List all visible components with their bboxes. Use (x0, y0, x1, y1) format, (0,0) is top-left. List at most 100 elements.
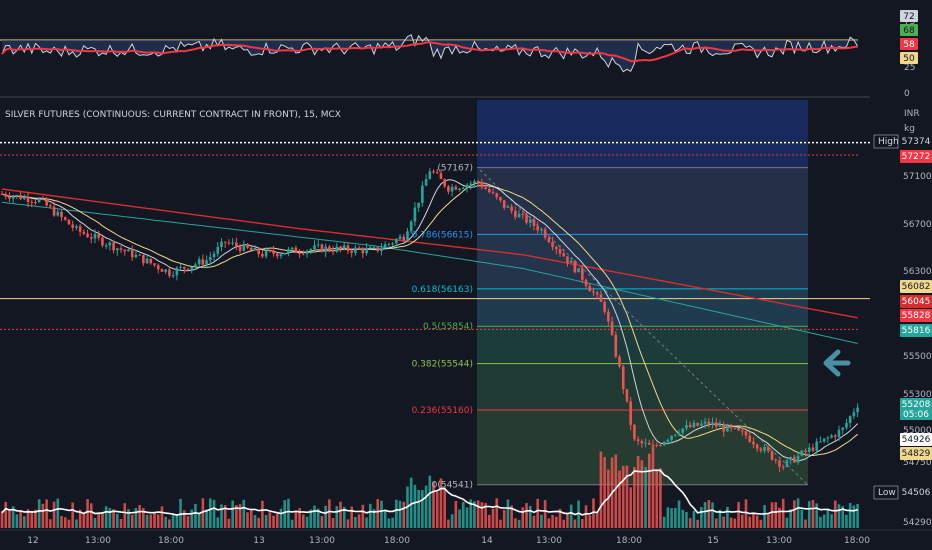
volume-bar (752, 513, 755, 528)
volume-bar (242, 499, 246, 528)
rsi-badge (900, 38, 918, 50)
price-badge-text: 55208 (902, 400, 931, 410)
volume-bar (67, 519, 71, 528)
candle-body (8, 196, 11, 199)
candle-body (383, 244, 387, 249)
volume-bar (86, 499, 89, 528)
volume-bar (387, 518, 391, 528)
volume-bar (160, 506, 164, 528)
volume-bar (677, 500, 681, 528)
volume-bar (845, 514, 848, 528)
price-badge (900, 447, 932, 460)
volume-bar (692, 510, 696, 528)
volume-bar (830, 514, 833, 528)
volume-bar (197, 513, 201, 528)
volume-bar (164, 516, 167, 528)
volume-bar (640, 460, 644, 528)
candle-body (439, 173, 443, 180)
volume-bar (625, 465, 629, 528)
time-axis[interactable]: 12 13:00 18:00 13 13:00 18:00 14 13:00 18:00 15 13… (0, 529, 932, 550)
candle-body (75, 226, 78, 228)
volume-bar (313, 505, 316, 528)
fib-band-top (477, 100, 808, 168)
volume-bar (848, 502, 852, 528)
volume-bar (599, 451, 603, 528)
volume-bar (584, 505, 588, 528)
volume-bar (495, 498, 499, 528)
candle-body (599, 294, 603, 303)
volume-bar (759, 519, 763, 528)
candle-body (647, 442, 651, 445)
volume-bar (685, 511, 688, 528)
candle-body (774, 459, 778, 461)
candle-body (484, 187, 487, 190)
volume-bar (488, 514, 491, 528)
price-tick: 55300 (903, 390, 932, 400)
volume-bar (156, 514, 160, 528)
volume-bar (647, 453, 651, 528)
price-badge (900, 486, 932, 499)
candle-body (264, 250, 268, 257)
candle-body (733, 428, 737, 430)
volume-ma-line (1, 469, 858, 516)
volume-bar (305, 516, 309, 528)
volume-bar (30, 510, 34, 528)
volume-bar (142, 508, 145, 528)
volume-bar (465, 507, 469, 528)
volume-bar (811, 499, 815, 528)
volume-bar (510, 505, 513, 528)
candle-body (316, 244, 320, 246)
price-badge (900, 135, 932, 148)
candle-body (60, 211, 63, 218)
candle-body (688, 424, 692, 428)
candle-body (744, 431, 748, 436)
candle-body (238, 246, 242, 251)
candle-body (19, 194, 22, 200)
rsi-panel[interactable] (0, 34, 859, 73)
candle-body (729, 425, 733, 429)
rsi-axis-label: 0 (904, 89, 910, 99)
price-badge-text: 54926 (902, 435, 931, 445)
volume-bar (383, 510, 387, 528)
candle-body (357, 247, 361, 250)
candle-body (547, 237, 551, 243)
volume-bar (767, 513, 770, 528)
candle-body (502, 200, 506, 208)
volume-bar (655, 469, 659, 528)
candle-body (755, 444, 759, 449)
candle-body (595, 292, 599, 295)
candle-body (856, 407, 859, 413)
price-tick: 55000 (903, 426, 932, 436)
volume-bar (447, 519, 450, 528)
unit-label: kg (904, 124, 915, 134)
candle-body (86, 233, 89, 238)
candle-body (714, 422, 718, 427)
volume-bar (223, 505, 227, 528)
volume-bar (328, 499, 331, 528)
candle-body (811, 447, 815, 451)
candle-body (793, 457, 796, 463)
volume-bar (733, 518, 737, 528)
volume-bar (71, 502, 74, 528)
volume-bar (644, 467, 647, 528)
fib-band (477, 234, 808, 289)
volume-bar (316, 508, 320, 528)
volume-bar (506, 499, 510, 528)
candle-body (458, 188, 461, 190)
volume-bar (82, 513, 86, 528)
candle-body (182, 266, 186, 269)
horizontal-levels[interactable] (0, 141, 870, 330)
volume-bar (778, 507, 781, 528)
volume-bar (666, 507, 670, 528)
candle-body (417, 202, 420, 208)
fibonacci-retracement[interactable] (477, 100, 808, 485)
volume-bar (309, 509, 313, 528)
candle-body (447, 186, 450, 192)
candle-body (506, 206, 510, 208)
candle-body (320, 244, 324, 252)
candle-body (711, 422, 714, 425)
volume-bar (290, 519, 294, 528)
volume-bar (238, 504, 242, 528)
